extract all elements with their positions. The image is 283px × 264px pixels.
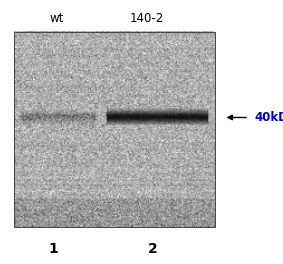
- Bar: [14, 32, 215, 227]
- Text: 1: 1: [49, 242, 59, 257]
- Text: 40kD: 40kD: [255, 111, 283, 124]
- Text: 140-2: 140-2: [130, 12, 164, 25]
- Text: 2: 2: [148, 242, 158, 257]
- Text: wt: wt: [50, 12, 64, 25]
